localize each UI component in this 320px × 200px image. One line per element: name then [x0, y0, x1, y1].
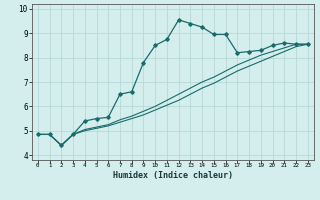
X-axis label: Humidex (Indice chaleur): Humidex (Indice chaleur): [113, 171, 233, 180]
